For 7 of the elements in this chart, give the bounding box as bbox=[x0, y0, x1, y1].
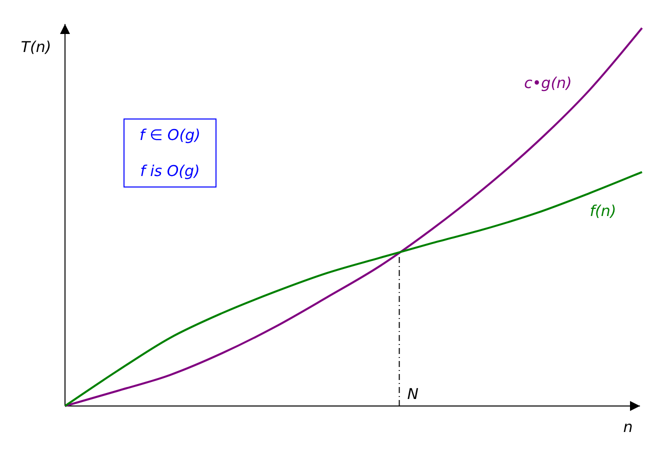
annotation: f ∈ O(g) bbox=[140, 126, 200, 144]
annotation: N bbox=[407, 385, 419, 403]
annotation: f is O(g) bbox=[140, 162, 200, 180]
series-label: c•g(n) bbox=[524, 74, 572, 92]
series-label: f(n) bbox=[590, 202, 616, 220]
x-axis-title: n bbox=[623, 418, 633, 436]
y-axis-title: T(n) bbox=[20, 38, 52, 56]
